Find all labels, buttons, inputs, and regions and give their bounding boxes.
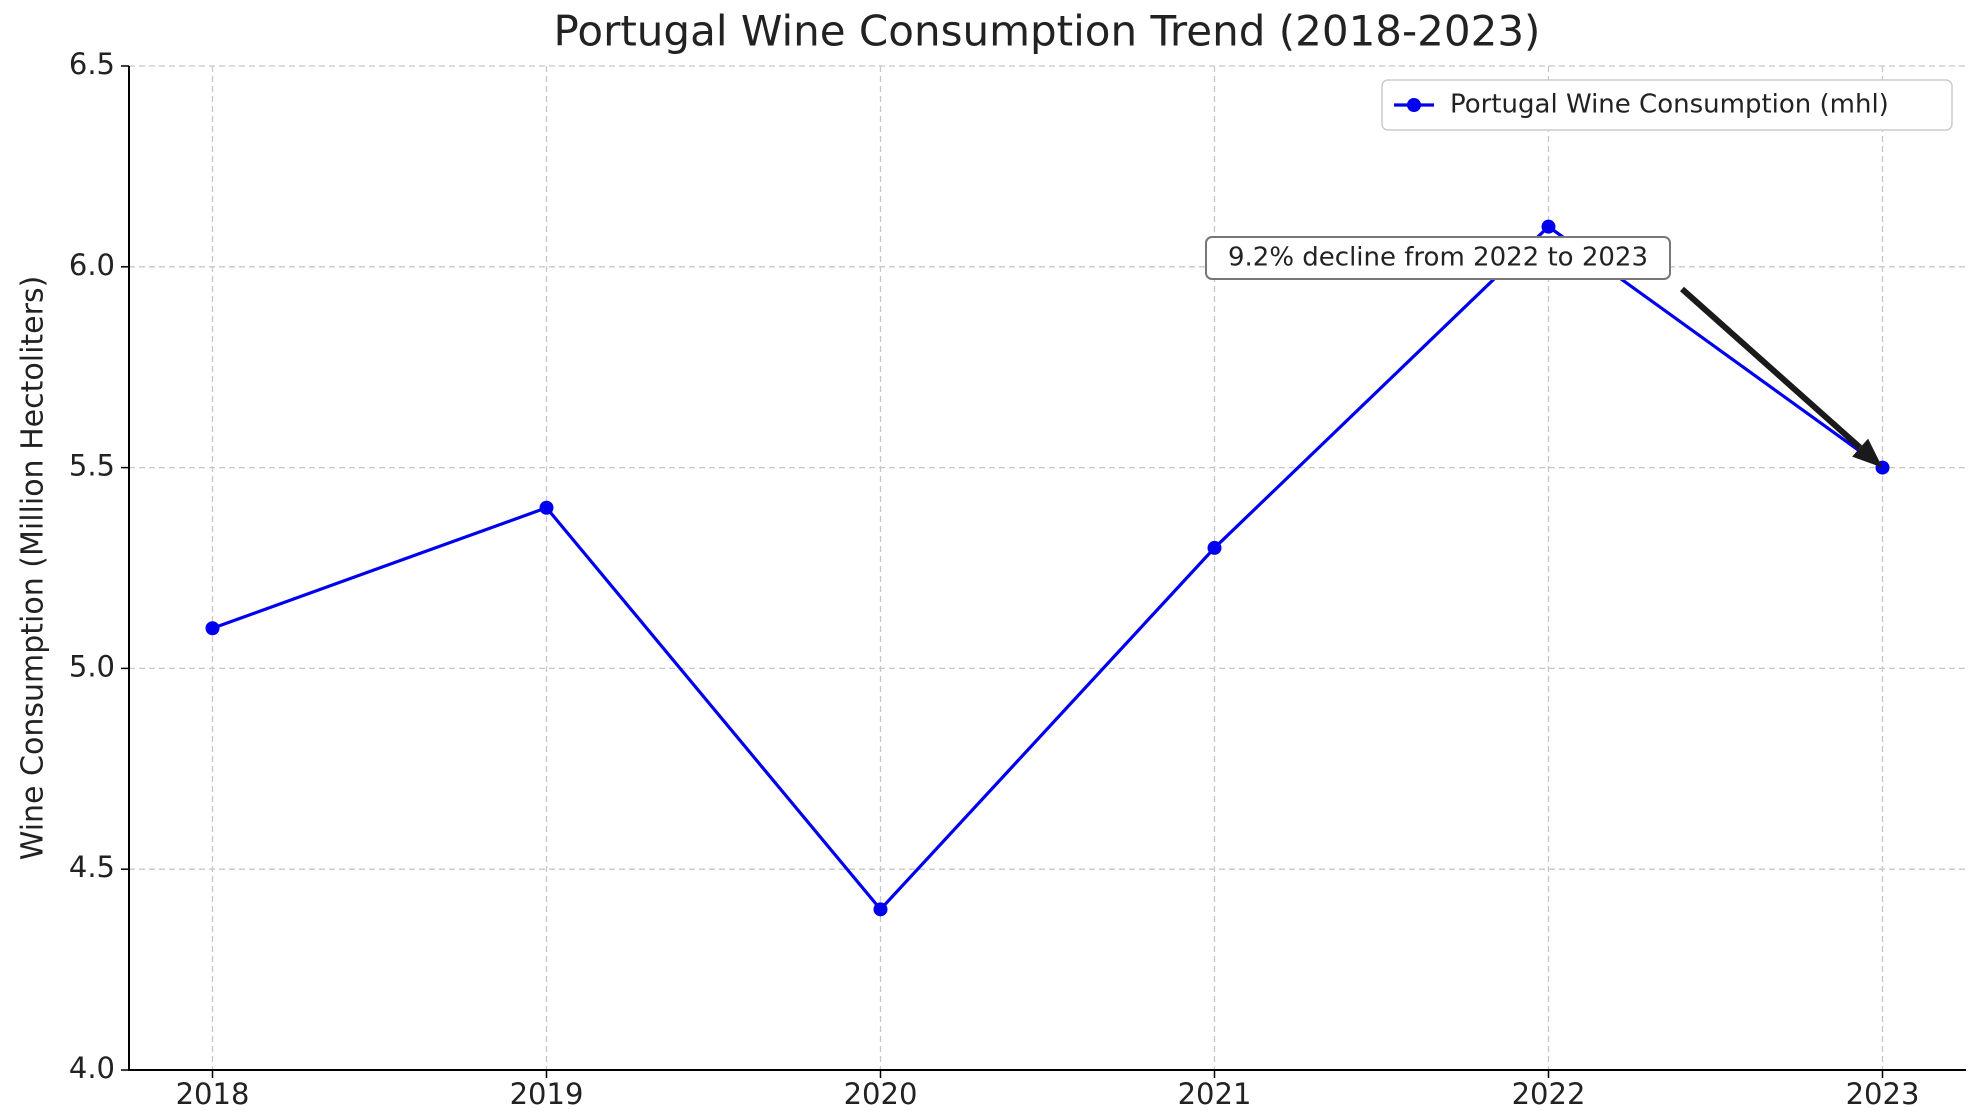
- axis: [128, 66, 1966, 1071]
- legend-box: [1381, 79, 1953, 131]
- annotation-box: [1205, 236, 1671, 280]
- y-tick-label: 5.0: [69, 649, 115, 683]
- x-tick-label: 2019: [510, 1077, 584, 1111]
- x-tick-label: 2023: [1846, 1077, 1920, 1111]
- x-tick-label: 2022: [1512, 1077, 1586, 1111]
- data-point: [205, 621, 220, 636]
- annotation: 9.2% decline from 2022 to 2023: [1205, 236, 1671, 280]
- y-tick-label: 4.0: [69, 1051, 115, 1085]
- x-tick-label: 2021: [1178, 1077, 1252, 1111]
- legend-label: Portugal Wine Consumption (mhl): [1450, 90, 1889, 120]
- annotation-text: 9.2% decline from 2022 to 2023: [1228, 243, 1648, 273]
- data-point: [539, 500, 554, 515]
- y-tick-label: 4.5: [69, 850, 115, 884]
- chart-title: Portugal Wine Consumption Trend (2018-20…: [554, 7, 1541, 56]
- annotation-arrowhead: [1852, 438, 1883, 468]
- y-tick-label: 6.0: [69, 248, 115, 282]
- y-axis-label: Wine Consumption (Million Hectoliters): [16, 276, 51, 861]
- data-point: [1207, 540, 1222, 555]
- x-tick-label: 2018: [176, 1077, 250, 1111]
- y-tick-label: 5.5: [69, 449, 115, 483]
- data-point: [873, 902, 888, 917]
- data-point: [1541, 219, 1556, 234]
- y-tick-label: 6.5: [69, 47, 115, 81]
- x-tick-label: 2020: [844, 1077, 918, 1111]
- annotation-arrow: [1680, 286, 1863, 450]
- legend-marker: [1407, 98, 1421, 112]
